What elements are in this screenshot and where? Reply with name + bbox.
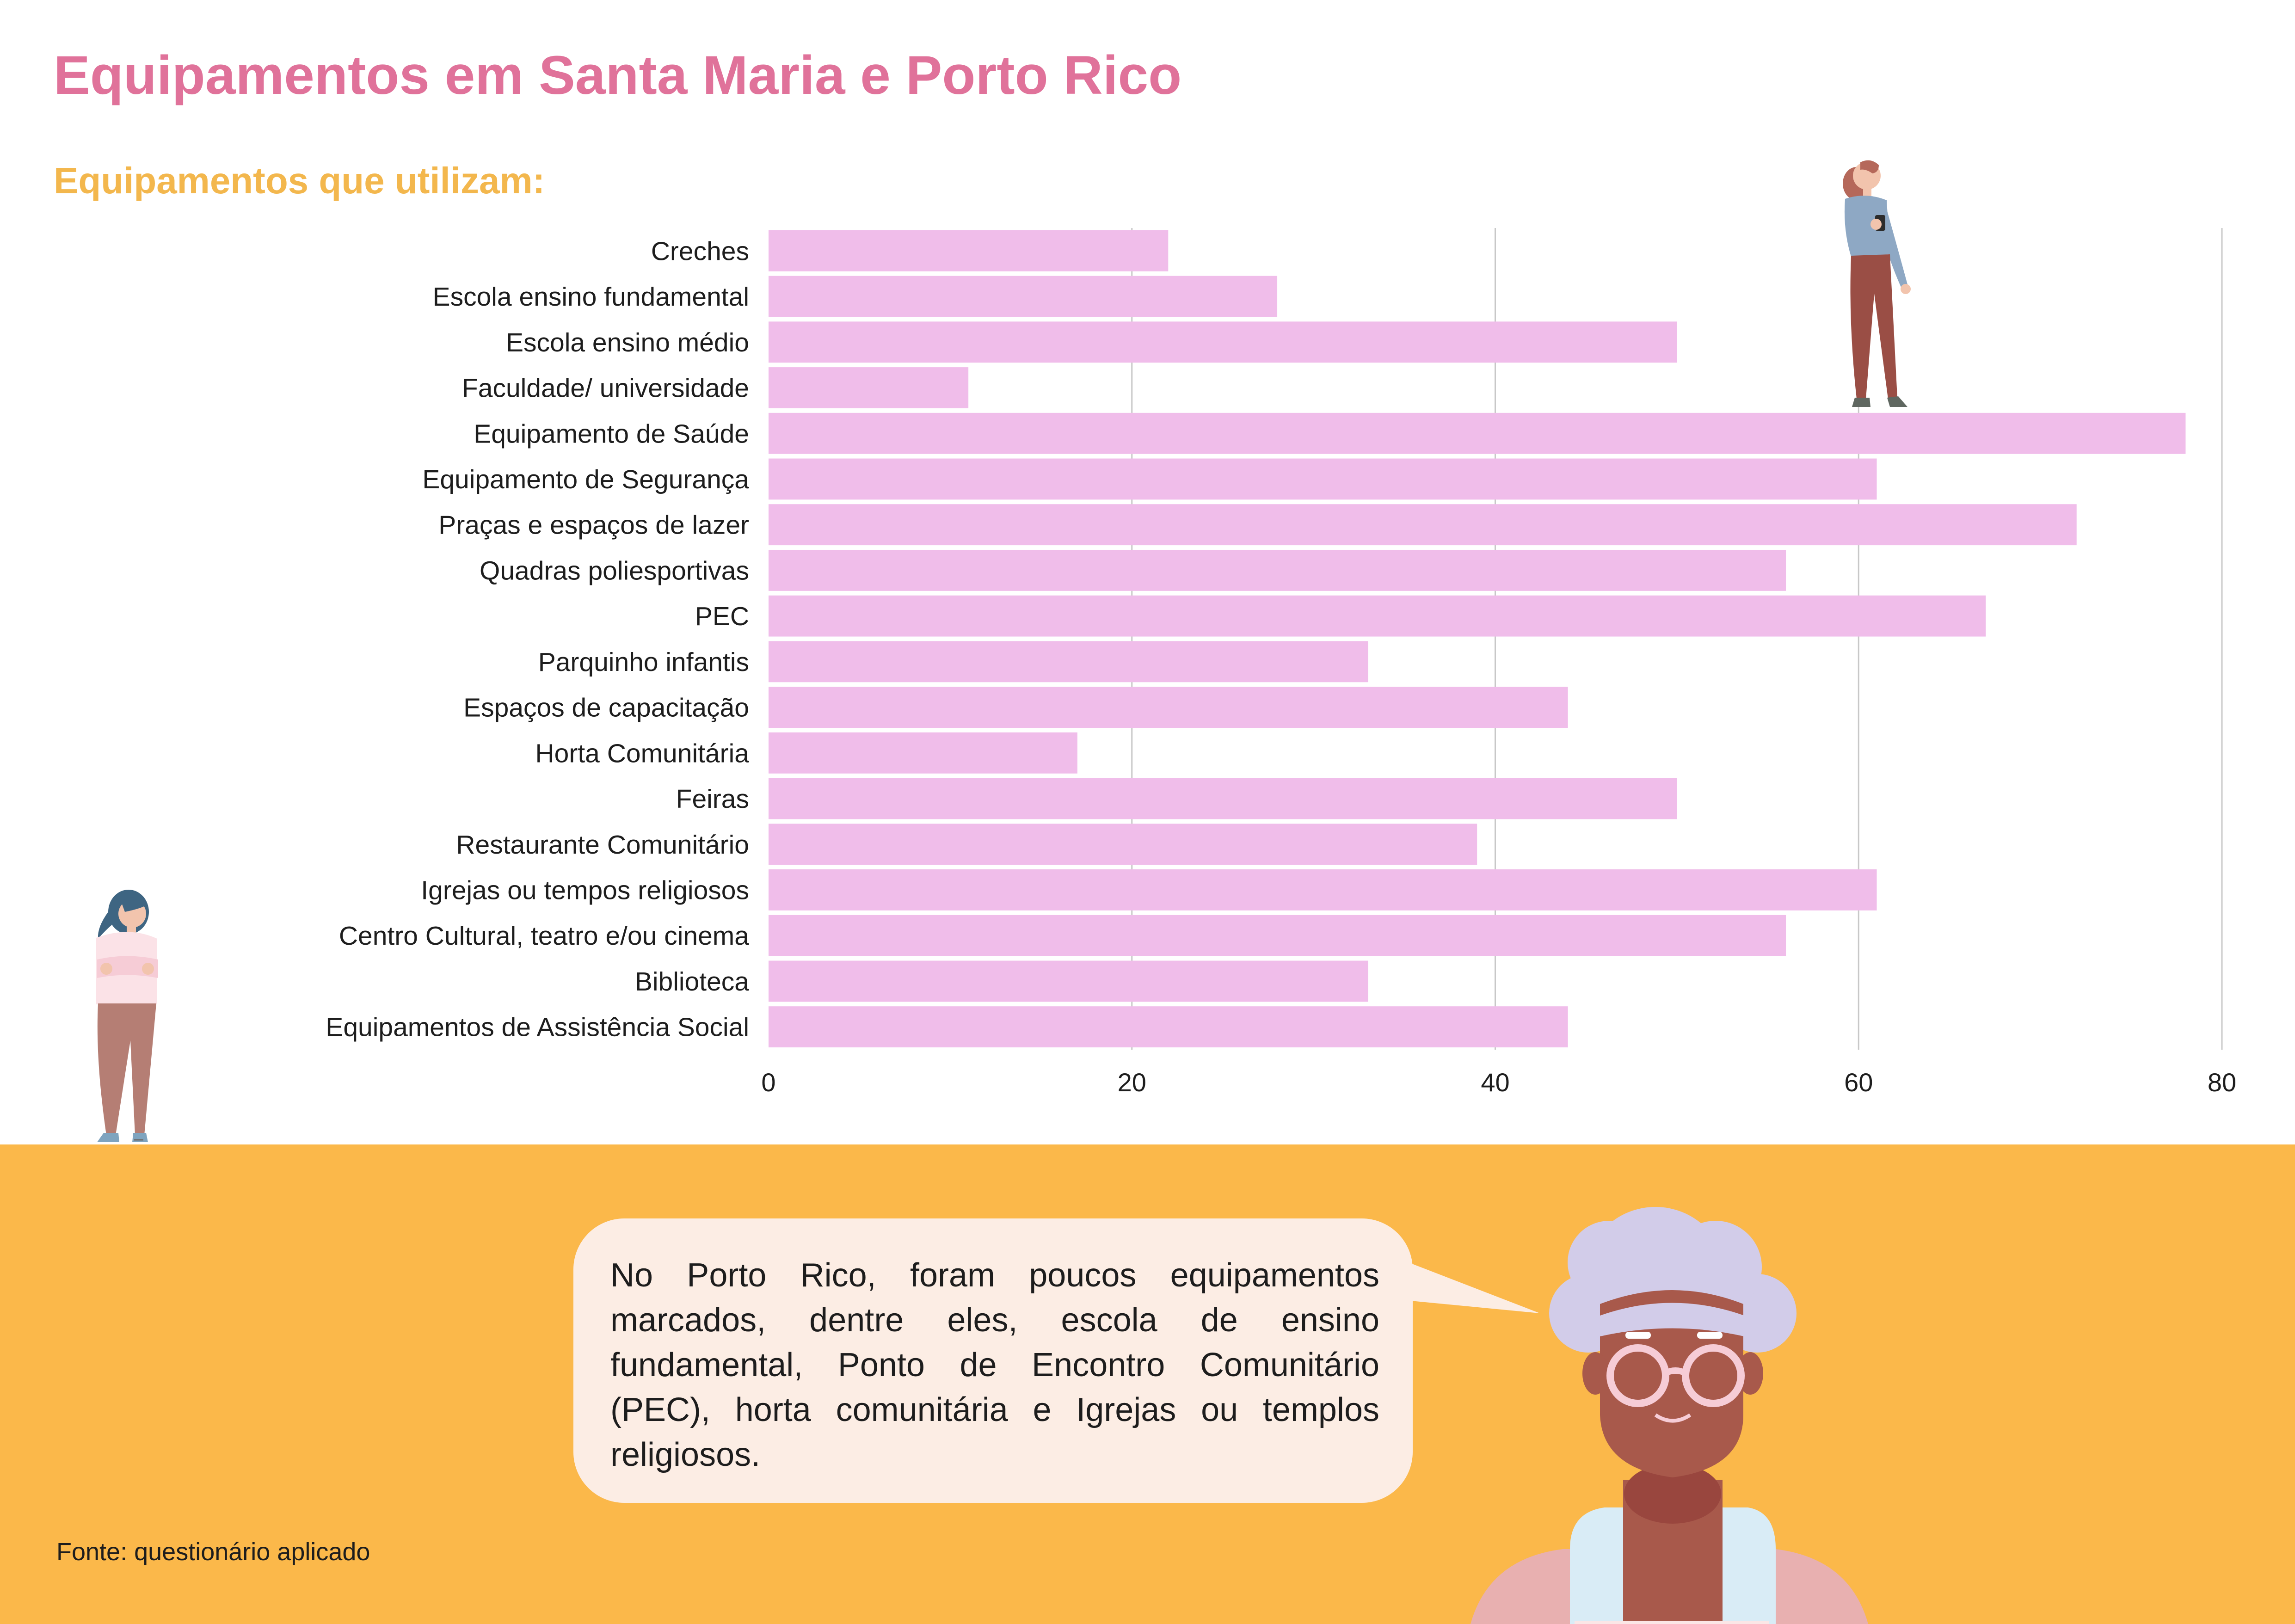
category-label: Equipamento de Segurança xyxy=(422,465,749,494)
bar xyxy=(769,549,1786,591)
bar xyxy=(769,1006,1568,1048)
category-label: Biblioteca xyxy=(635,967,749,997)
category-label: Parquinho infantis xyxy=(538,647,749,677)
x-tick-label: 0 xyxy=(761,1068,775,1097)
bar xyxy=(769,367,969,408)
bar xyxy=(769,321,1677,363)
bar xyxy=(769,595,1986,637)
category-label: Faculdade/ universidade xyxy=(462,374,749,403)
category-label: Feiras xyxy=(676,784,749,814)
bar xyxy=(769,412,2186,454)
category-label: Restaurante Comunitário xyxy=(456,830,749,860)
speech-bubble: No Porto Rico, foram poucos equipamentos… xyxy=(573,1218,1413,1503)
bar xyxy=(769,960,1368,1002)
bar xyxy=(769,778,1677,819)
category-label: Equipamento de Saúde xyxy=(474,419,749,449)
bar xyxy=(769,732,1077,774)
page-title: Equipamentos em Santa Maria e Porto Rico xyxy=(54,45,1182,106)
bar xyxy=(769,276,1278,317)
category-label: Escola ensino médio xyxy=(506,328,749,357)
x-tick-label: 80 xyxy=(2208,1068,2236,1097)
category-label: Horta Comunitária xyxy=(535,738,749,768)
x-tick-label: 20 xyxy=(1118,1068,1146,1097)
x-tick-label: 60 xyxy=(1844,1068,1873,1097)
category-label: Igrejas ou tempos religiosos xyxy=(421,875,749,905)
bar xyxy=(769,458,1877,500)
category-label: Espaços de capacitação xyxy=(463,693,749,723)
speech-bubble-tail xyxy=(1397,1258,1540,1313)
category-label: Equipamentos de Assistência Social xyxy=(326,1013,749,1042)
category-label: Centro Cultural, teatro e/ou cinema xyxy=(339,921,749,951)
source-note: Fonte: questionário aplicado xyxy=(56,1538,370,1566)
category-label: Creches xyxy=(651,236,749,266)
category-label: Praças e espaços de lazer xyxy=(438,511,749,540)
bar xyxy=(769,230,1169,271)
callout-text: No Porto Rico, foram poucos equipamentos… xyxy=(610,1257,1379,1473)
x-tick-label: 40 xyxy=(1481,1068,1509,1097)
bar xyxy=(769,915,1786,956)
bar xyxy=(769,824,1477,865)
chart-subtitle: Equipamentos que utilizam: xyxy=(54,160,545,201)
category-label: Quadras poliesportivas xyxy=(480,556,749,585)
bar xyxy=(769,641,1368,683)
bar xyxy=(769,504,2077,546)
woman-arms-crossed-icon xyxy=(96,890,158,1142)
bar xyxy=(769,869,1877,910)
bar xyxy=(769,687,1568,728)
woman-with-phone-icon xyxy=(1843,160,1911,407)
elderly-woman-with-glasses-icon xyxy=(1471,1207,1868,1624)
category-label: Escola ensino fundamental xyxy=(433,282,749,312)
bar-chart: 0 20 40 60 80 Creches Escola ensino fundamenta… xyxy=(326,228,2236,1097)
category-label: PEC xyxy=(695,602,749,631)
